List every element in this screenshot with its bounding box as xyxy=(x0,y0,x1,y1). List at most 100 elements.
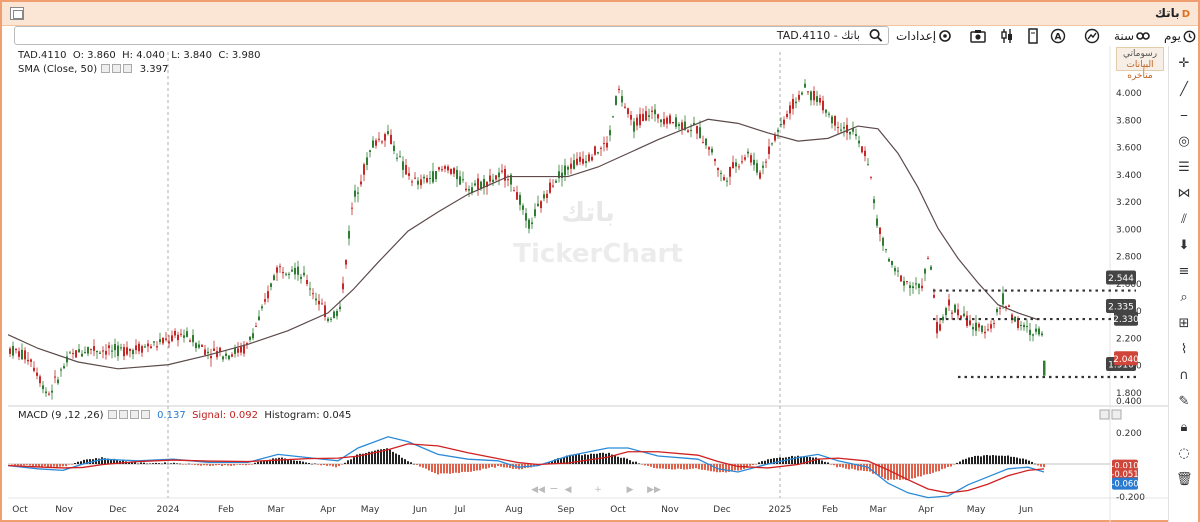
ruler-icon[interactable]: ⌇ xyxy=(1180,342,1188,357)
nav-prev-icon[interactable]: ◀ xyxy=(565,485,572,495)
crosshair-icon[interactable]: ✛ xyxy=(1178,56,1190,71)
macd-histogram-bar xyxy=(923,464,925,475)
candle-body xyxy=(636,117,638,126)
macd-histogram-bar xyxy=(302,461,304,464)
candle-body xyxy=(153,341,155,343)
nav-next-icon[interactable]: ▶ xyxy=(627,485,634,495)
nav-last-icon[interactable]: ▶▶ xyxy=(647,485,661,495)
zoom-in-icon[interactable]: + xyxy=(594,485,602,495)
indicators-icon[interactable] xyxy=(999,27,1015,45)
magnet-icon[interactable]: ∩ xyxy=(1179,368,1189,383)
candle-body xyxy=(339,306,341,310)
macd-histogram-bar xyxy=(68,464,70,465)
circle-target-icon[interactable]: ◎ xyxy=(1178,134,1190,149)
macd-histogram-bar xyxy=(776,458,778,464)
price-chart[interactable]: باتك TickerChart 4.000 3.800 3.600 3.400 3.200… xyxy=(7,46,1168,522)
paint-icon[interactable]: ✎ xyxy=(1178,394,1190,409)
macd-histogram-bar xyxy=(977,455,979,464)
macd-histogram-bar xyxy=(971,456,973,464)
macd-histogram-bar xyxy=(305,462,307,464)
pitchfork-icon[interactable]: ⫽ xyxy=(1181,212,1187,227)
search-icon[interactable] xyxy=(868,28,884,43)
candle-body xyxy=(732,162,734,169)
candle-body xyxy=(453,168,455,174)
symbol-search-input[interactable]: TAD.4110 - باتك xyxy=(14,26,889,45)
candle-body xyxy=(654,109,656,115)
sma-visibility-icon[interactable] xyxy=(112,64,122,73)
time-axis-label: Jun xyxy=(412,505,427,515)
delay-marker: D xyxy=(1181,9,1190,20)
macd-histogram-bar xyxy=(791,455,793,464)
macd-maximize-icon[interactable] xyxy=(1099,409,1110,420)
macd-histogram-bar xyxy=(1007,455,1009,464)
macd-histogram-bar xyxy=(311,463,313,465)
pattern-icon[interactable]: ⋈ xyxy=(1177,186,1191,201)
macd-histogram-bar xyxy=(617,456,619,464)
macd-histogram-bar xyxy=(935,464,937,472)
trend-circle-icon[interactable] xyxy=(1084,27,1100,45)
candle-body xyxy=(846,124,848,133)
macd-histogram-bar xyxy=(809,456,811,464)
measure-icon[interactable]: ⊞ xyxy=(1178,316,1190,331)
candle-body xyxy=(879,227,881,235)
macd-remove-icon[interactable] xyxy=(129,410,139,419)
macd-histogram-bar xyxy=(449,464,451,474)
drawings-delayed-badge[interactable]: رسوماتي البيانات متأخره xyxy=(1116,47,1164,81)
line-tool-icon[interactable]: ╱ xyxy=(1180,82,1188,97)
macd-move-icon[interactable] xyxy=(140,410,150,419)
macd-histogram-bar xyxy=(143,462,145,464)
window-restore-icon[interactable] xyxy=(10,7,24,20)
macd-histogram-bar xyxy=(683,464,685,470)
candle-body xyxy=(312,293,314,295)
zoom-out-icon[interactable]: − xyxy=(549,482,558,495)
settings-button[interactable]: إعدادات xyxy=(896,27,952,45)
trash-icon[interactable]: 🗑︎ xyxy=(1176,472,1193,487)
lock-icon[interactable]: 🔒︎ xyxy=(1180,420,1188,435)
fibonacci-icon[interactable]: ☰ xyxy=(1178,160,1190,175)
hide-icon[interactable]: ◌ xyxy=(1178,446,1190,461)
alerts-icon[interactable]: A xyxy=(1050,27,1066,45)
macd-histogram-bar xyxy=(167,463,169,465)
macd-histogram-bar xyxy=(806,456,808,464)
candle-body xyxy=(1008,305,1010,307)
candle-body xyxy=(393,145,395,152)
candle-body xyxy=(867,164,869,166)
arrow-down-icon[interactable]: ⬇ xyxy=(1178,238,1190,253)
macd-histogram-bar xyxy=(101,457,103,464)
macd-histogram-bar xyxy=(815,457,817,464)
candle-body xyxy=(999,307,1001,309)
macd-visibility-icon[interactable] xyxy=(118,410,128,419)
macd-histogram-bar xyxy=(464,464,466,472)
horizontal-line-icon[interactable]: ⎯ xyxy=(1180,108,1188,123)
candle-body xyxy=(753,159,755,165)
period-year-button[interactable]: سنة xyxy=(1114,27,1150,45)
sma-remove-icon[interactable] xyxy=(123,64,133,73)
nav-first-icon[interactable]: ◀◀ xyxy=(531,485,545,495)
macd-histogram-bar xyxy=(944,464,946,469)
sma-settings-icon[interactable] xyxy=(101,64,111,73)
candle-body xyxy=(948,299,950,306)
macd-histogram-bar xyxy=(341,464,343,465)
sma-line xyxy=(7,118,1039,370)
chart-area[interactable]: باتك TickerChart 4.000 3.800 3.600 3.400 3.200… xyxy=(7,46,1168,522)
candle-body xyxy=(936,321,938,334)
text-align-icon[interactable]: ≡ xyxy=(1178,264,1190,279)
candle-body xyxy=(855,134,857,137)
template-icon[interactable] xyxy=(1027,27,1039,45)
macd-histogram-bar xyxy=(44,464,46,467)
time-axis-label: Nov xyxy=(55,505,73,515)
macd-close-icon[interactable] xyxy=(1111,409,1122,420)
sma-legend: SMA (Close, 50) 3.397 xyxy=(18,64,169,75)
candle-body xyxy=(384,134,386,141)
zoom-icon[interactable]: ⌕ xyxy=(1180,290,1188,305)
period-day-button[interactable]: يوم xyxy=(1164,27,1196,45)
candle-body xyxy=(606,142,608,148)
macd-settings-icon[interactable] xyxy=(107,410,117,419)
macd-histogram-bar xyxy=(887,464,889,481)
macd-histogram-bar xyxy=(1016,457,1018,464)
candle-body xyxy=(87,347,89,354)
time-axis-label: Mar xyxy=(870,505,887,515)
price-axis-label: 3.800 xyxy=(1116,116,1142,126)
macd-histogram-bar xyxy=(350,459,352,464)
camera-icon[interactable] xyxy=(970,27,986,45)
